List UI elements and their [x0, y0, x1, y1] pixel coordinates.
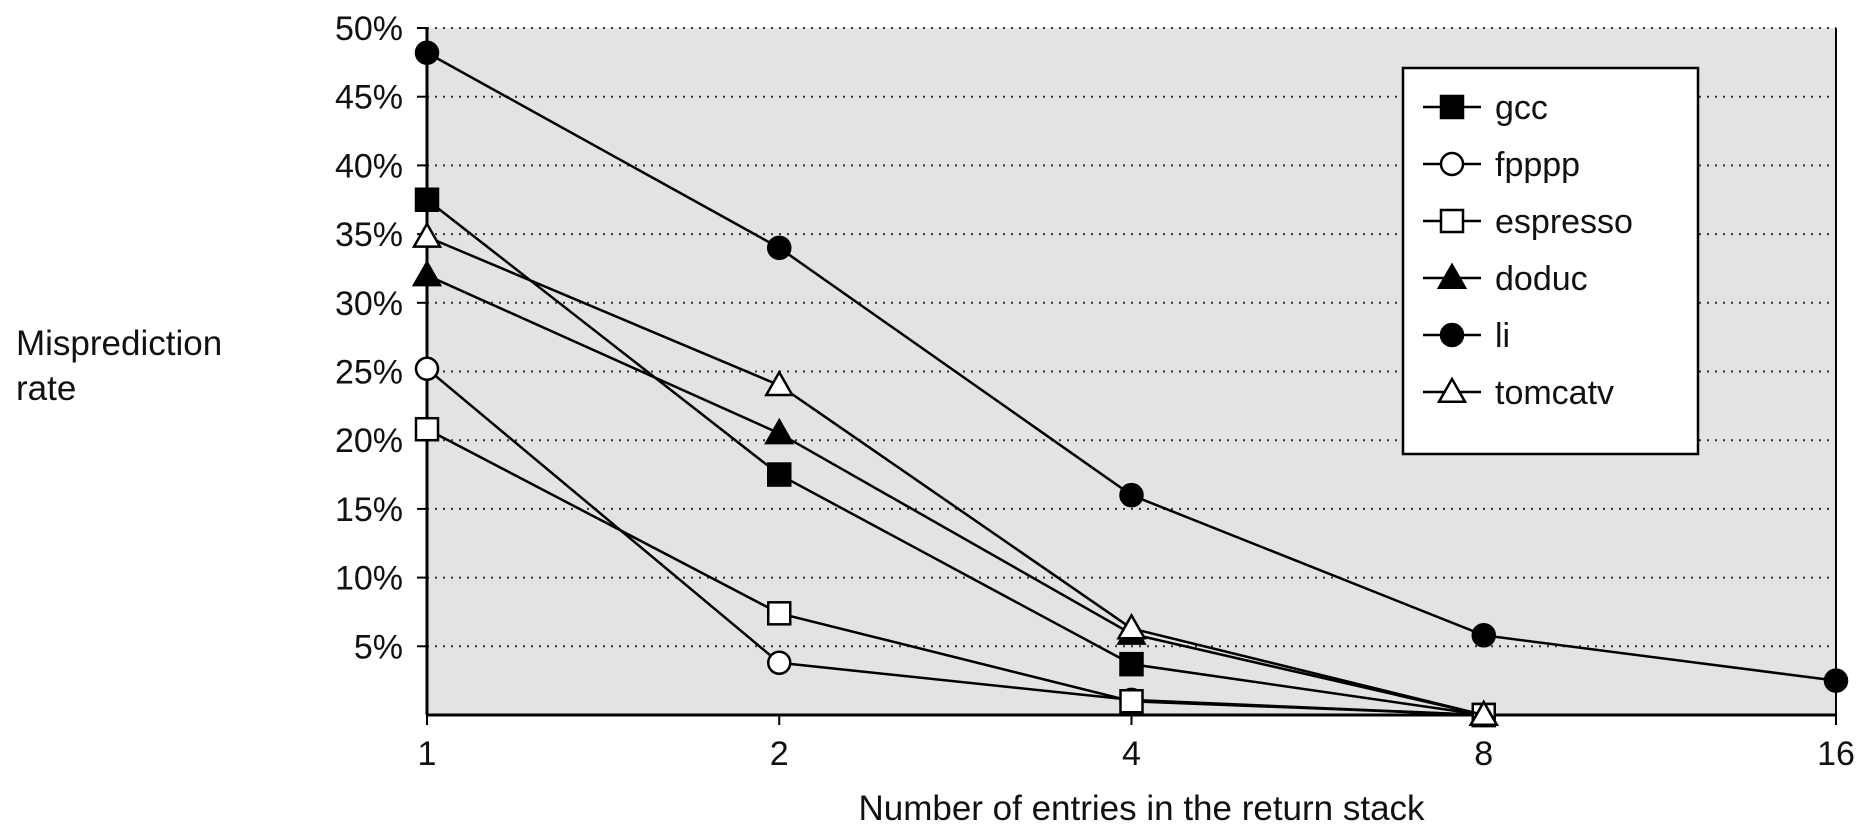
data-point-li	[767, 235, 792, 261]
legend-marker-doduc	[1436, 262, 1468, 289]
legend-marker-tomcatv	[1436, 376, 1468, 403]
x-axis-label: Number of entries in the return stack	[858, 789, 1425, 827]
legend-item-tomcatv: tomcatv	[1423, 374, 1614, 412]
legend-label: espresso	[1495, 203, 1633, 241]
y-tick-label: 20%	[335, 422, 403, 460]
data-point-tomcatv	[1116, 612, 1147, 640]
data-point-li	[1823, 668, 1849, 693]
y-tick-label: 30%	[335, 285, 403, 323]
y-tick-label: 50%	[335, 10, 403, 48]
y-tick-label: 45%	[335, 79, 403, 117]
legend-label: doduc	[1495, 260, 1588, 298]
y-tick-label: 15%	[335, 491, 403, 529]
series-tomcatv	[411, 221, 1499, 726]
legend-item-gcc: gcc	[1423, 89, 1548, 127]
y-tick-label: 10%	[335, 560, 403, 598]
y-tick-label: 25%	[335, 354, 403, 392]
y-tick-label: 40%	[335, 147, 403, 185]
x-tick-label: 16	[1817, 735, 1855, 773]
y-tick-label: 35%	[335, 216, 403, 254]
y-axis-label-line-2: rate	[16, 369, 76, 408]
data-point-tomcatv	[1468, 699, 1499, 726]
legend-label: fpppp	[1495, 146, 1580, 184]
legend-item-li: li	[1423, 317, 1510, 355]
legend-marker-gcc	[1439, 94, 1465, 120]
legend-item-espresso: espresso	[1423, 203, 1633, 241]
y-axis-label-line-1: Misprediction	[16, 324, 222, 363]
legend: gcc fpppp espresso doduc li tomcatv	[1401, 66, 1700, 456]
series-line-tomcatv	[426, 235, 1485, 717]
data-point-doduc	[764, 417, 795, 445]
y-tick-label: 5%	[354, 628, 403, 666]
data-point-espresso	[767, 601, 792, 626]
data-point-li	[1471, 623, 1496, 648]
data-point-tomcatv	[764, 369, 795, 397]
series-line-doduc	[426, 274, 1485, 717]
series-layer	[411, 40, 1849, 728]
data-point-gcc	[1119, 651, 1144, 677]
data-point-espresso	[1119, 689, 1144, 714]
legend-label: li	[1495, 317, 1510, 355]
data-point-doduc	[411, 259, 443, 287]
legend-item-fpppp: fpppp	[1423, 146, 1580, 184]
legend-item-doduc: doduc	[1423, 260, 1588, 298]
legend-label: tomcatv	[1495, 374, 1614, 412]
data-point-tomcatv	[411, 221, 443, 248]
data-point-fpppp	[767, 650, 792, 676]
legend-marker-fpppp	[1439, 151, 1465, 177]
data-point-gcc	[414, 187, 440, 212]
series-line-espresso	[426, 428, 1484, 717]
series-line-gcc	[426, 198, 1484, 717]
grid-lines	[417, 27, 1836, 648]
data-point-gcc	[767, 462, 792, 487]
legend-label: gcc	[1495, 89, 1548, 127]
legend-marker-espresso	[1439, 208, 1465, 234]
tick-labels: 5% 10% 15% 20% 25% 30% 35% 40% 45% 50% 1 2 4 8 16	[335, 10, 1855, 773]
data-point-li	[414, 40, 440, 65]
series-li	[414, 40, 1849, 693]
x-tick-label: 4	[1122, 735, 1141, 773]
x-tick-label: 8	[1474, 735, 1493, 773]
data-point-fpppp	[414, 356, 440, 382]
x-tick-label: 1	[418, 735, 437, 773]
legend-marker-li	[1439, 322, 1465, 348]
data-point-espresso	[414, 416, 440, 442]
data-point-li	[1119, 482, 1144, 508]
x-tick-label: 2	[770, 735, 789, 773]
